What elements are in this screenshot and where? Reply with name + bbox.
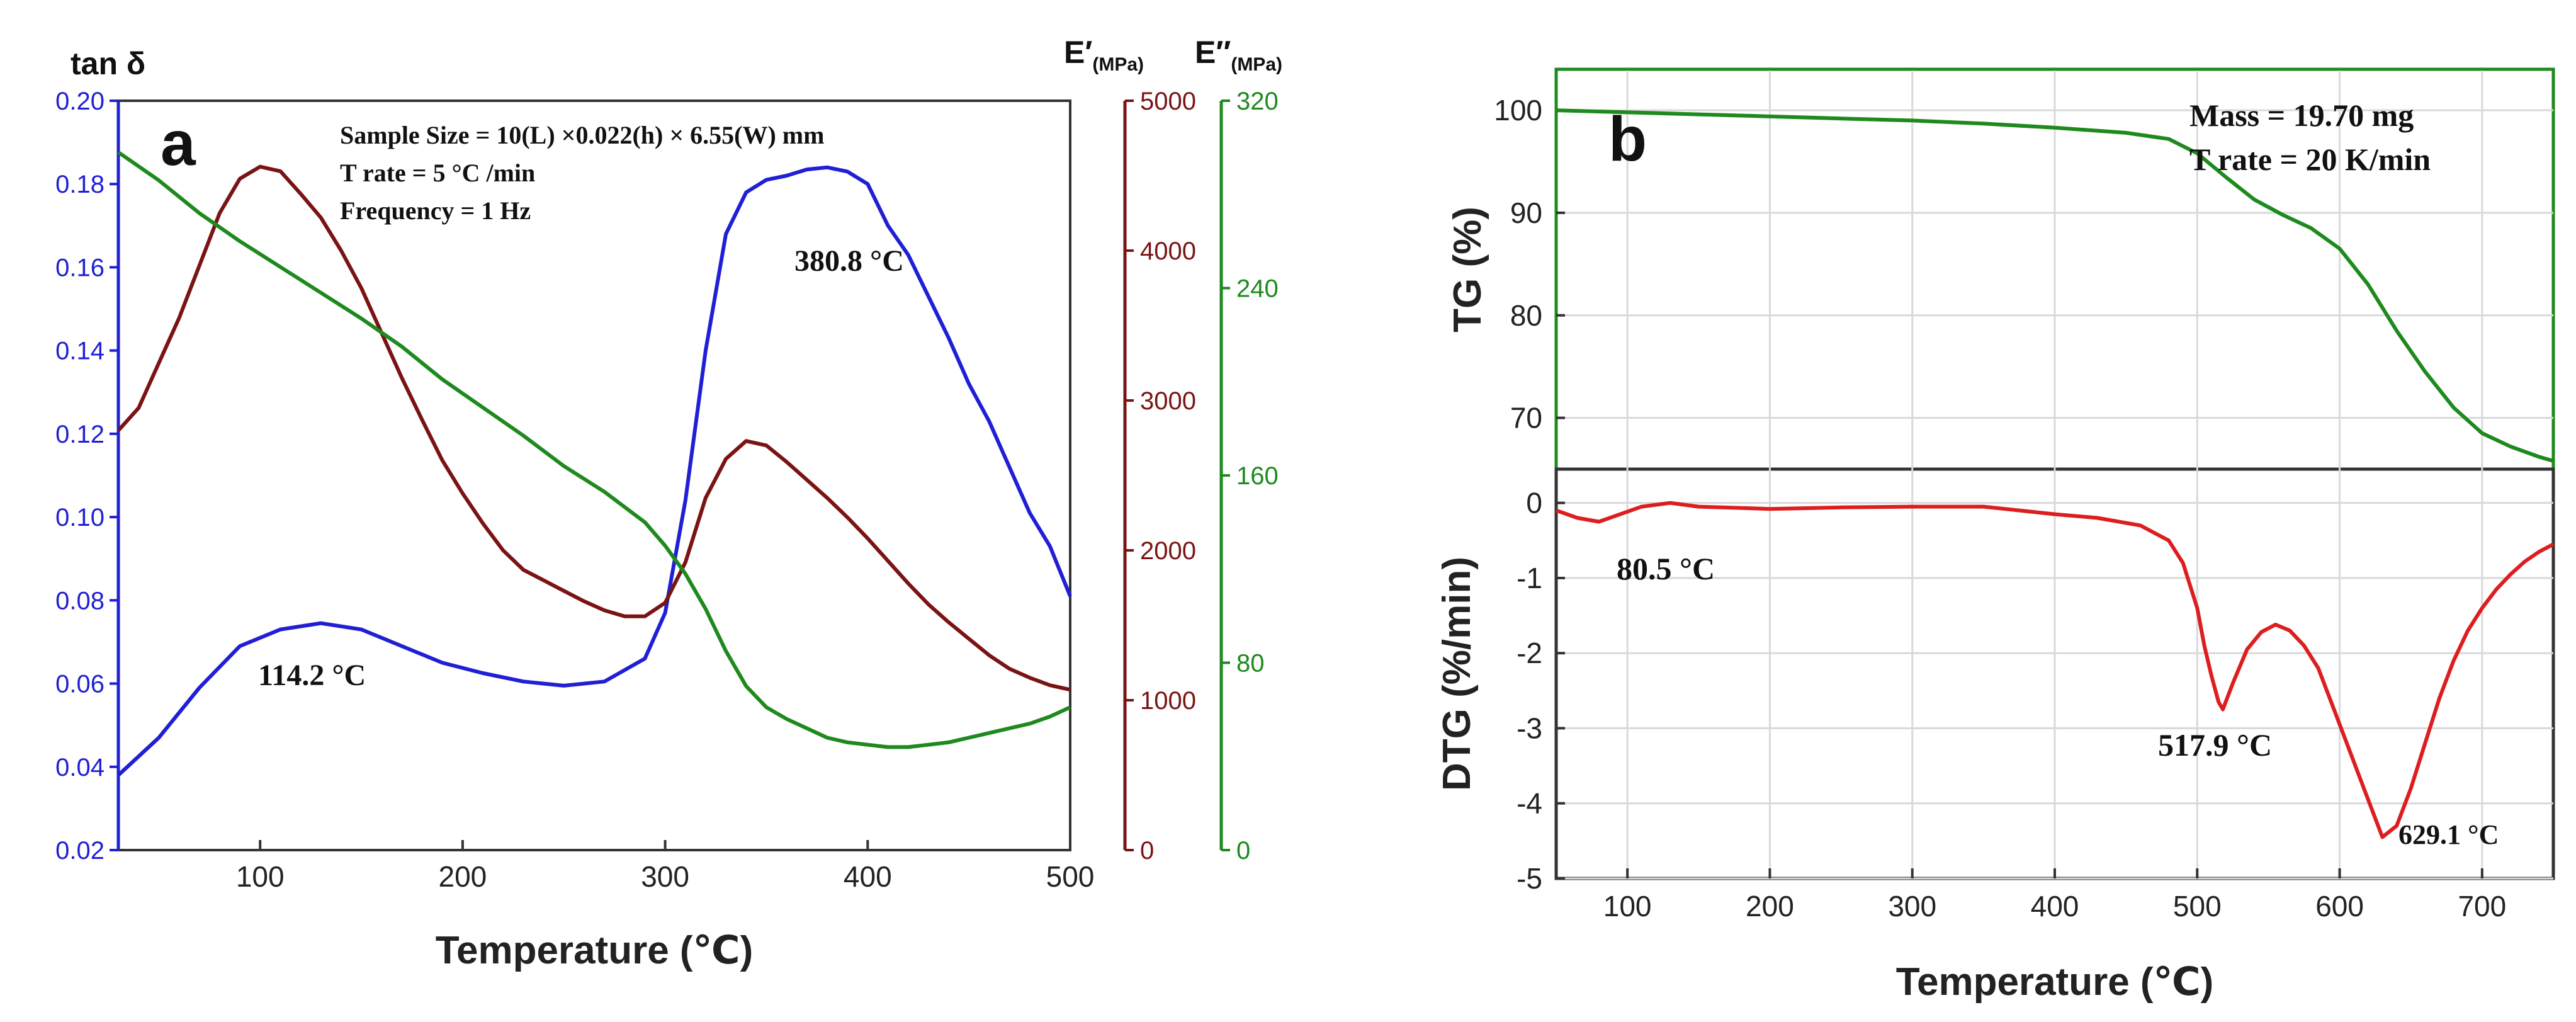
panel-a-x-tick-label: 200	[439, 860, 487, 893]
peak-label-114: 114.2 °C	[258, 659, 366, 692]
e-prime-tick-label: 3000	[1140, 387, 1196, 415]
peak-label-80: 80.5 °C	[1617, 551, 1715, 586]
panel-a-annotation-sample-size: Sample Size = 10(L) ×0.022(h) × 6.55(W) …	[340, 121, 824, 149]
tg-series-line	[1556, 108, 2554, 463]
panel-b-label: b	[1608, 104, 1647, 174]
e-prime-series-line	[116, 164, 1071, 692]
tan-delta-tick-label: 0.04	[55, 754, 105, 781]
e-double-prime-tick-label: 0	[1236, 837, 1250, 865]
dtg-tick-label: 0	[1526, 487, 1542, 520]
dtg-tick-label: -3	[1517, 712, 1542, 744]
e-double-prime-tick-label: 240	[1236, 275, 1279, 303]
e-double-prime-tick-label: 80	[1236, 650, 1265, 678]
panel-a-annotation-frequency: Frequency = 1 Hz	[340, 196, 531, 225]
panel-a-label: a	[161, 108, 196, 179]
dtg-tick-label: -4	[1517, 787, 1542, 820]
panel-a-x-tick-label: 400	[844, 860, 892, 893]
e-prime-tick-label: 2000	[1140, 537, 1196, 565]
dtg-tick-label: -2	[1517, 637, 1542, 669]
peak-label-629: 629.1 °C	[2398, 819, 2499, 850]
tan-delta-tick-label: 0.10	[55, 504, 105, 531]
panel-b-x-axis-title: Temperature (℃)	[1896, 960, 2214, 1004]
panel-a-annotation-rate: T rate = 5 °C /min	[340, 159, 535, 187]
dtg-tick-label: -5	[1517, 862, 1542, 895]
tan-delta-series-line	[116, 165, 1072, 777]
panel-b-annotation-mass: Mass = 19.70 mg	[2189, 98, 2414, 133]
e-prime-tick-label: 4000	[1140, 237, 1196, 265]
tan-delta-tick-label: 0.18	[55, 171, 105, 198]
peak-label-380: 380.8 °C	[794, 244, 904, 278]
panel-b-x-tick-label: 400	[2031, 890, 2079, 923]
panel-a-x-tick-label: 500	[1046, 860, 1095, 893]
panel-a-plot-area	[117, 99, 1071, 851]
e-double-prime-ticks: 0 80 160 240 320	[1221, 88, 1279, 865]
panel-a-series	[116, 150, 1072, 777]
tan-delta-tick-label: 0.20	[55, 88, 105, 115]
panel-a-x-ticks: 100 200 300 400 500	[236, 840, 1095, 893]
dtg-axis-title: DTG (%/min)	[1435, 557, 1479, 791]
tg-axis-title: TG (%)	[1446, 207, 1489, 332]
panel-b-x-tick-label: 200	[1746, 890, 1794, 923]
tan-delta-tick-label: 0.02	[55, 837, 105, 865]
tan-delta-axis-title: tan δ	[71, 46, 145, 81]
e-prime-ticks: 0 1000 2000 3000 4000 5000	[1125, 88, 1196, 865]
panel-b-annotation-rate: T rate = 20 K/min	[2189, 142, 2431, 177]
tan-delta-tick-label: 0.06	[55, 671, 105, 698]
panel-b-grid	[1556, 71, 2553, 880]
e-double-prime-series-line	[117, 150, 1071, 749]
e-prime-tick-label: 1000	[1140, 687, 1196, 715]
dtg-tick-label: -1	[1517, 562, 1542, 594]
e-prime-tick-label: 0	[1140, 837, 1154, 865]
panel-a-x-tick-label: 100	[236, 860, 285, 893]
tg-tick-label: 70	[1510, 402, 1542, 434]
tg-y-ticks: 70 80 90 100	[1494, 94, 1565, 434]
panel-b-x-tick-label: 100	[1603, 890, 1652, 923]
tan-delta-tick-label: 0.08	[55, 587, 105, 615]
panel-a-x-tick-label: 300	[641, 860, 689, 893]
tan-delta-tick-label: 0.12	[55, 421, 105, 448]
panel-b-x-tick-label: 300	[1888, 890, 1936, 923]
panel-a-x-axis-title: Temperature (℃)	[436, 929, 754, 972]
tg-tick-label: 90	[1510, 196, 1542, 229]
e-prime-tick-label: 5000	[1140, 88, 1196, 115]
tg-tick-label: 100	[1494, 94, 1542, 127]
peak-label-517: 517.9 °C	[2158, 727, 2272, 763]
panel-b-series	[1556, 108, 2555, 839]
tan-delta-tick-label: 0.14	[55, 338, 105, 365]
panel-a: 0.02 0.04 0.06 0.08 0.10 0.12 0.14 0.16 0.18 0.20…	[55, 35, 1282, 972]
panel-b: 70 80 90 100 -5 -4 -3 -2 -1 0 100 200 300 400 500 600…	[1435, 67, 2555, 1004]
e-prime-axis-title: E′(MPa)	[1064, 35, 1144, 75]
e-double-prime-tick-label: 320	[1236, 88, 1279, 115]
panel-b-x-ticks: 100 200 300 400 500 600 700	[1603, 868, 2506, 923]
tg-tick-label: 80	[1510, 299, 1542, 332]
e-double-prime-axis-title: E′′(MPa)	[1195, 35, 1282, 75]
dtg-series-line	[1556, 501, 2555, 839]
panel-b-x-tick-label: 700	[2458, 890, 2506, 923]
panel-b-x-tick-label: 500	[2173, 890, 2222, 923]
tan-delta-ticks: 0.02 0.04 0.06 0.08 0.10 0.12 0.14 0.16 0.18 0.20	[55, 88, 118, 865]
dtg-y-ticks: -5 -4 -3 -2 -1 0	[1517, 487, 1565, 895]
panel-b-x-tick-label: 600	[2315, 890, 2364, 923]
e-double-prime-tick-label: 160	[1236, 462, 1279, 490]
tan-delta-tick-label: 0.16	[55, 254, 105, 281]
